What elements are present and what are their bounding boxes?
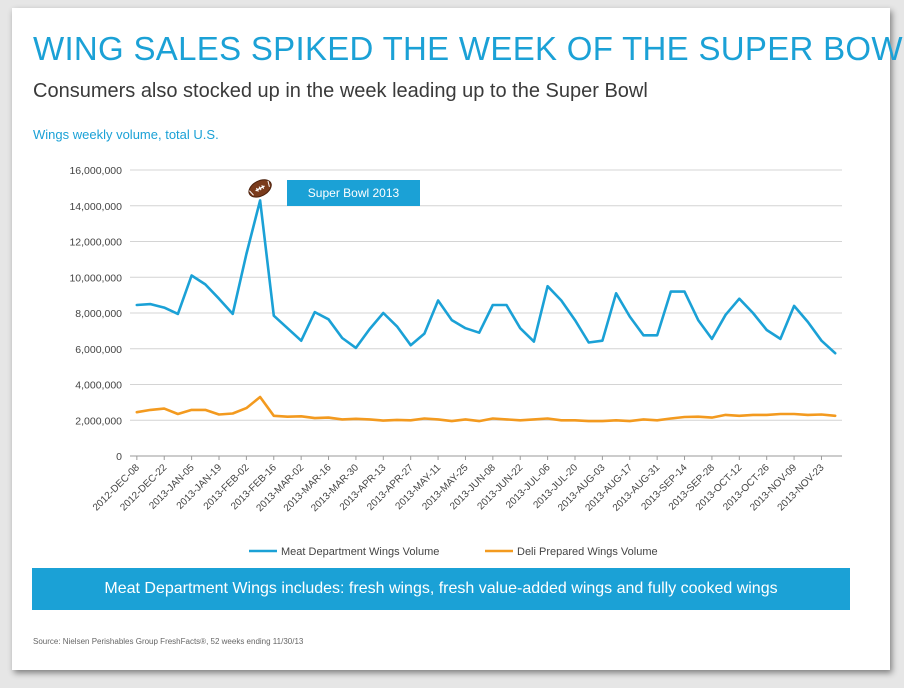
y-tick-label: 0 bbox=[116, 451, 122, 463]
legend-deli-label: Deli Prepared Wings Volume bbox=[517, 546, 658, 558]
page-subtitle: Consumers also stocked up in the week le… bbox=[33, 80, 648, 102]
page-title: WING SALES SPIKED THE WEEK OF THE SUPER … bbox=[33, 30, 904, 67]
y-tick-label: 16,000,000 bbox=[69, 165, 122, 177]
chart-grid bbox=[130, 169, 842, 457]
y-axis-ticks: 0 2,000,000 4,000,000 6,000,000 8,000,000 10,… bbox=[69, 165, 122, 463]
y-tick-label: 14,000,000 bbox=[69, 201, 122, 213]
chart-series bbox=[135, 199, 837, 423]
meat-wings-series bbox=[135, 199, 837, 355]
y-tick-label: 12,000,000 bbox=[69, 237, 122, 249]
y-tick-label: 10,000,000 bbox=[69, 272, 122, 284]
chart-annotation: Super Bowl 2013 bbox=[248, 179, 420, 206]
y-axis-caption: Wings weekly volume, total U.S. bbox=[33, 127, 219, 142]
x-axis-ticks: 2012-DEC-082012-DEC-222013-JAN-052013-JA… bbox=[91, 456, 827, 514]
definition-banner: Meat Department Wings includes: fresh wi… bbox=[32, 568, 850, 610]
football-stitch bbox=[258, 186, 262, 191]
football-stitch bbox=[256, 187, 259, 192]
y-tick-label: 2,000,000 bbox=[75, 415, 122, 427]
y-tick-label: 4,000,000 bbox=[75, 380, 122, 392]
football-stripe bbox=[267, 180, 270, 187]
y-tick-label: 8,000,000 bbox=[75, 308, 122, 320]
x-tick-label: 2012-DEC-08 bbox=[91, 462, 142, 513]
deli-wings-series bbox=[135, 395, 837, 423]
football-stripe bbox=[249, 190, 254, 196]
annotation-box bbox=[287, 180, 420, 206]
legend-meat-label: Meat Department Wings Volume bbox=[281, 546, 439, 558]
y-tick-label: 6,000,000 bbox=[75, 344, 122, 356]
chart-legend: Meat Department Wings Volume Deli Prepare… bbox=[249, 546, 658, 558]
football-stitch bbox=[261, 184, 265, 190]
football-icon bbox=[248, 179, 272, 198]
annotation-label: Super Bowl 2013 bbox=[308, 186, 400, 200]
source-note: Source: Nielsen Perishables Group FreshF… bbox=[33, 637, 304, 646]
slide bbox=[12, 8, 890, 670]
